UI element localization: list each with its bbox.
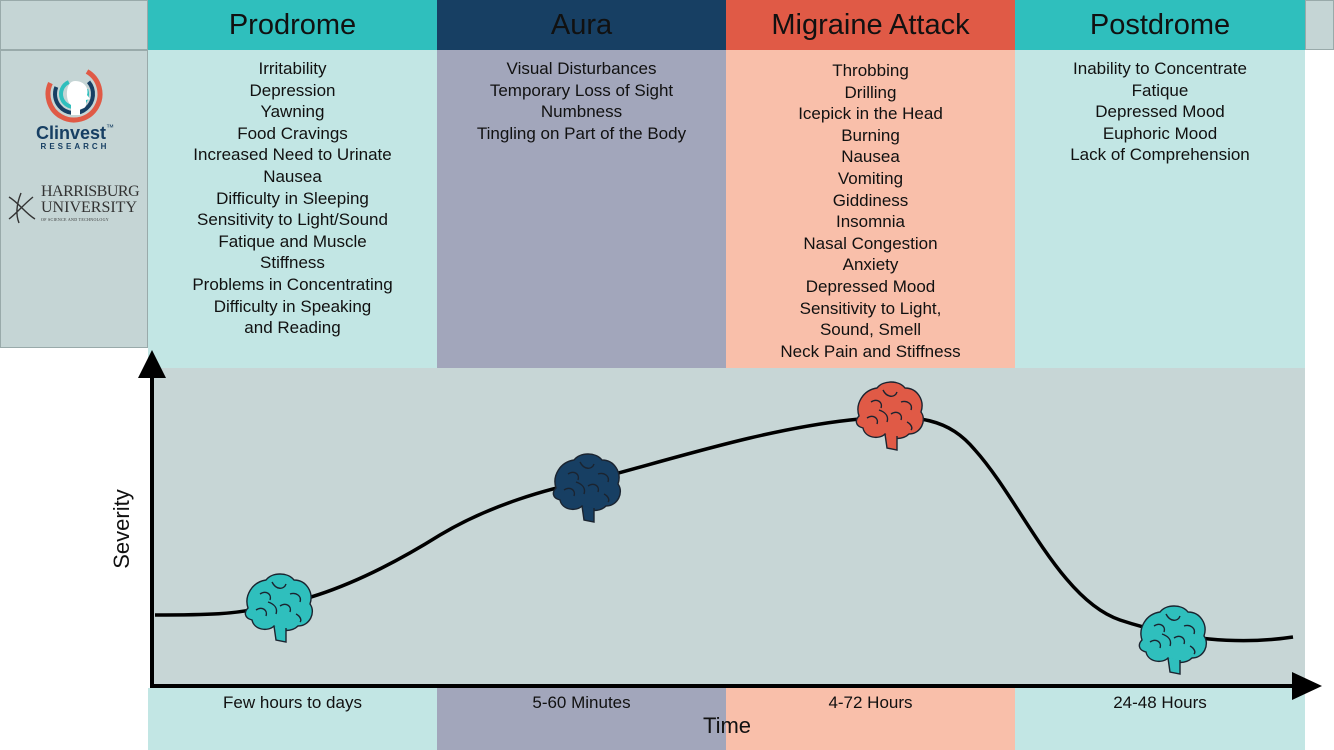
- symptom-item: Irritability: [258, 59, 327, 78]
- symptom-item: Temporary Loss of Sight: [489, 80, 674, 100]
- logo-panel: Clinvest™ RESEARCH HARRISBURG UNIVERSITY…: [0, 50, 148, 348]
- symptom-item: Depressed Mood: [1095, 102, 1225, 122]
- symptom-item: Difficulty in Sleeping: [216, 188, 369, 208]
- symptom-item: Increased Need to Urinate: [193, 145, 392, 165]
- postdrome-title: Postdrome: [1089, 8, 1231, 41]
- symptom-item: Vomiting: [837, 168, 904, 188]
- symptom-item: Numbness: [540, 102, 623, 122]
- symptom-item: and Reading: [244, 318, 341, 338]
- y-axis-arrow: [138, 350, 166, 378]
- header-aura: Aura: [437, 0, 726, 50]
- symptom-item: Sound, Smell: [819, 320, 922, 340]
- symptom-item: Tingling on Part of the Body: [476, 123, 687, 143]
- clinvest-logo-icon: [45, 65, 103, 123]
- clinvest-tm: ™: [106, 123, 115, 132]
- symptom-item: Nausea: [841, 147, 900, 167]
- x-axis-label: Time: [702, 713, 752, 738]
- harrisburg-line1: HARRISBURG: [41, 183, 140, 200]
- header-prodrome: Prodrome: [148, 0, 437, 50]
- symptoms-migraine-attack: Throbbing Drilling Icepick in the Head B…: [726, 50, 1015, 368]
- harrisburg-wordmark: HARRISBURG UNIVERSITY OF SCIENCE AND TEC…: [41, 183, 147, 222]
- x-axis-arrow: [1292, 672, 1322, 700]
- symptom-item: Drilling: [844, 82, 897, 102]
- symptom-item: Nasal Congestion: [803, 233, 938, 253]
- duration-postdrome: 24-48 Hours: [1015, 688, 1305, 750]
- symptom-item: Fatique: [1131, 80, 1189, 100]
- symptom-item: Sensitivity to Light/Sound: [197, 210, 388, 230]
- symptom-item: Stiffness: [260, 253, 325, 273]
- harrisburg-sub: OF SCIENCE AND TECHNOLOGY: [41, 217, 109, 222]
- symptom-item: Anxiety: [842, 255, 899, 275]
- symptom-item: Inability to Concentrate: [1073, 59, 1247, 78]
- symptom-item: Lack of Comprehension: [1070, 145, 1250, 165]
- symptom-item: Icepick in the Head: [798, 104, 943, 124]
- prodrome-title: Prodrome: [228, 8, 357, 41]
- y-axis-label: Severity: [109, 489, 134, 569]
- duration-label: 24-48 Hours: [1113, 693, 1207, 712]
- symptom-item: Food Cravings: [237, 123, 348, 143]
- corner-box: [0, 0, 148, 50]
- clinvest-wordmark: Clinvest™ RESEARCH: [1, 123, 149, 151]
- clinvest-name: Clinvest: [35, 123, 107, 143]
- duration-prodrome: Few hours to days: [148, 688, 437, 750]
- symptom-item: Depression: [249, 80, 336, 100]
- symptoms-aura: Visual Disturbances Temporary Loss of Si…: [437, 50, 726, 368]
- symptom-item: Neck Pain and Stiffness: [780, 341, 961, 361]
- duration-migraine-attack: 4-72 Hours: [726, 688, 1015, 750]
- harrisburg-line2: UNIVERSITY: [41, 199, 137, 216]
- duration-label: 4-72 Hours: [828, 693, 913, 712]
- symptom-item: Giddiness: [832, 190, 909, 210]
- symptom-item: Throbbing: [832, 61, 909, 80]
- duration-aura: 5-60 Minutes: [437, 688, 726, 750]
- symptom-item: Yawning: [260, 102, 325, 122]
- severity-curve: [154, 415, 1294, 643]
- header-migraine-attack: Migraine Attack: [726, 0, 1015, 50]
- symptom-item: Burning: [841, 125, 900, 145]
- symptom-item: Difficulty in Speaking: [213, 296, 372, 316]
- plot-background: [153, 368, 1305, 688]
- right-corner-box: [1305, 0, 1334, 50]
- symptom-item: Depressed Mood: [805, 276, 936, 296]
- symptom-item: Nausea: [263, 166, 322, 186]
- symptoms-prodrome: Irritability Depression Yawning Food Cra…: [148, 50, 437, 368]
- symptom-item: Euphoric Mood: [1102, 123, 1218, 143]
- duration-label: Few hours to days: [223, 693, 362, 712]
- symptom-item: Sensitivity to Light,: [799, 298, 942, 318]
- symptoms-postdrome: Inability to Concentrate Fatique Depress…: [1015, 50, 1305, 368]
- aura-title: Aura: [550, 8, 613, 41]
- clinvest-sub: RESEARCH: [40, 142, 110, 151]
- duration-label: 5-60 Minutes: [532, 693, 631, 712]
- migraine-attack-title: Migraine Attack: [771, 8, 970, 41]
- header-postdrome: Postdrome: [1015, 0, 1305, 50]
- symptom-item: Insomnia: [836, 212, 905, 232]
- symptom-item: Fatique and Muscle: [218, 231, 367, 251]
- symptom-item: Visual Disturbances: [506, 59, 657, 78]
- harrisburg-monogram-icon: [8, 192, 36, 224]
- symptom-item: Problems in Concentrating: [192, 274, 393, 294]
